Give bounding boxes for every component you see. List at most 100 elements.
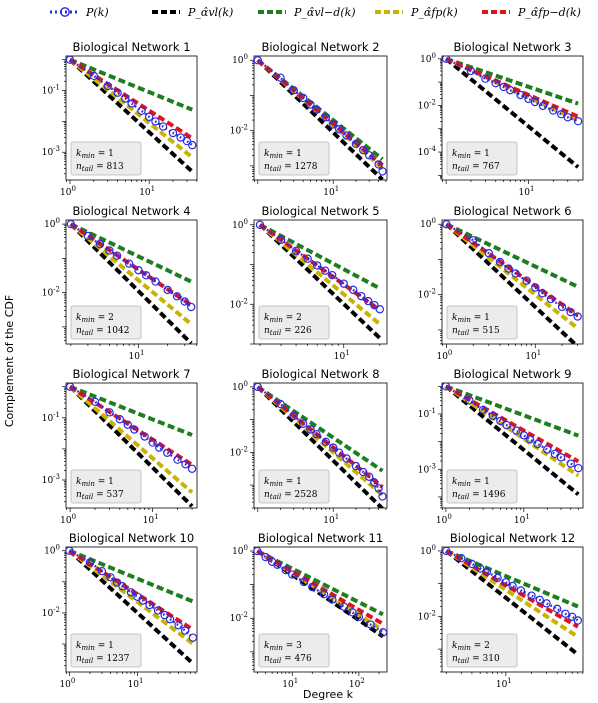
data-point <box>374 160 383 169</box>
panel-12: Biological Network 12 101 100 10-2 kmin = 2 n… <box>418 531 584 690</box>
data-point <box>312 429 321 439</box>
fit-line-fp-d <box>69 385 194 467</box>
legend-label-0: P(k) <box>85 6 109 19</box>
plot-area <box>254 56 387 180</box>
data-point <box>134 266 143 275</box>
data-point <box>502 420 511 430</box>
ntail-label: ntail = 476 <box>264 654 312 665</box>
data-point <box>151 277 160 286</box>
data-point <box>137 106 146 116</box>
y-tick-label: 10-3 <box>42 145 60 158</box>
plot-area <box>66 383 197 508</box>
data-point <box>466 66 476 76</box>
data-point <box>173 455 182 464</box>
data-point <box>351 461 361 471</box>
panel-title: Biological Network 12 <box>450 531 575 545</box>
data-point <box>442 56 451 63</box>
data-point <box>186 302 196 312</box>
data-point <box>533 439 542 449</box>
data-point <box>364 472 374 481</box>
panel-title: Biological Network 7 <box>72 367 190 381</box>
info-box <box>70 141 142 176</box>
data-line <box>69 385 193 470</box>
plot-area <box>442 56 583 169</box>
y-tick-label: 100 <box>420 52 436 65</box>
data-point <box>508 581 517 591</box>
x-tick-label: 100 <box>60 513 76 526</box>
panel-1: Biological Network 1 100 101 10-1 10-3 kmin =… <box>42 40 198 198</box>
data-point <box>531 283 540 292</box>
info-box <box>258 141 330 176</box>
data-point <box>188 140 197 150</box>
x-tick-label: 101 <box>139 185 155 198</box>
fit-line-vl-d <box>259 223 381 291</box>
kmin-label: kmin = 3 <box>264 641 302 652</box>
data-point <box>357 291 366 301</box>
fit-line-fp-d <box>68 58 194 140</box>
data-point <box>126 588 136 597</box>
data-point <box>127 99 136 108</box>
kmin-label: kmin = 1 <box>452 149 490 160</box>
data-point <box>349 285 358 295</box>
data-point <box>530 97 540 107</box>
data-point <box>339 279 348 288</box>
data-line <box>256 550 384 634</box>
fit-line-fp <box>69 222 193 326</box>
data-point <box>370 478 379 487</box>
panel-3: Biological Network 3 101 100 10-2 10-4 kmin =… <box>418 40 584 198</box>
data-point <box>339 602 349 611</box>
ntail-label: ntail = 310 <box>452 654 500 665</box>
x-tick-label: 101 <box>129 349 145 362</box>
data-point <box>151 117 160 126</box>
panel-title: Biological Network 11 <box>258 531 383 545</box>
data-point <box>148 438 157 447</box>
data-point <box>276 73 285 82</box>
ntail-label: ntail = 226 <box>264 326 312 337</box>
info-box <box>446 141 518 176</box>
data-point <box>106 573 115 582</box>
data-point <box>524 94 533 104</box>
fit-line-vl-d <box>445 384 580 438</box>
y-tick-label: 10-2 <box>230 445 248 458</box>
y-tick-label: 10-2 <box>230 124 248 137</box>
y-tick-label: 10-3 <box>418 462 436 475</box>
data-point <box>488 411 498 421</box>
y-tick-label: 10-2 <box>418 98 436 111</box>
data-point <box>299 577 309 587</box>
kmin-label: kmin = 2 <box>264 313 302 324</box>
data-point <box>374 484 383 493</box>
plot-area <box>442 220 582 344</box>
data-point <box>527 591 536 600</box>
data-point <box>556 453 566 462</box>
data-point <box>320 266 330 275</box>
legend-label-1: P_α̂vl(k) <box>187 6 233 19</box>
fit-line-vl <box>445 222 578 344</box>
info-box <box>446 469 518 504</box>
data-point <box>573 616 583 625</box>
data-point <box>511 269 520 278</box>
data-point <box>105 246 114 255</box>
kmin-label: kmin = 1 <box>76 641 114 652</box>
data-point <box>254 547 262 556</box>
data-point <box>188 633 197 642</box>
fit-line-fp-d <box>256 549 385 626</box>
data-point <box>351 139 361 149</box>
data-point <box>506 85 515 95</box>
data-point <box>273 560 282 569</box>
fit-line-vl <box>256 385 384 508</box>
x-axis-label: Degree k <box>303 688 354 701</box>
fit-line-vl <box>445 549 580 657</box>
panel-9: Biological Network 9 100 101 10-1 10-3 kmin =… <box>418 367 584 526</box>
y-tick-label: 10-1 <box>42 411 60 424</box>
panel-4: Biological Network 4 101 100 10-2 kmin = 2 nt… <box>42 204 198 362</box>
data-point <box>525 435 535 444</box>
ntail-label: ntail = 1237 <box>76 654 130 665</box>
data-point <box>442 220 451 229</box>
data-point <box>255 220 265 229</box>
kmin-label: kmin = 1 <box>452 313 490 324</box>
data-point <box>334 448 344 457</box>
data-point <box>118 582 127 591</box>
fit-line-vl <box>68 549 195 665</box>
data-point <box>442 547 451 556</box>
